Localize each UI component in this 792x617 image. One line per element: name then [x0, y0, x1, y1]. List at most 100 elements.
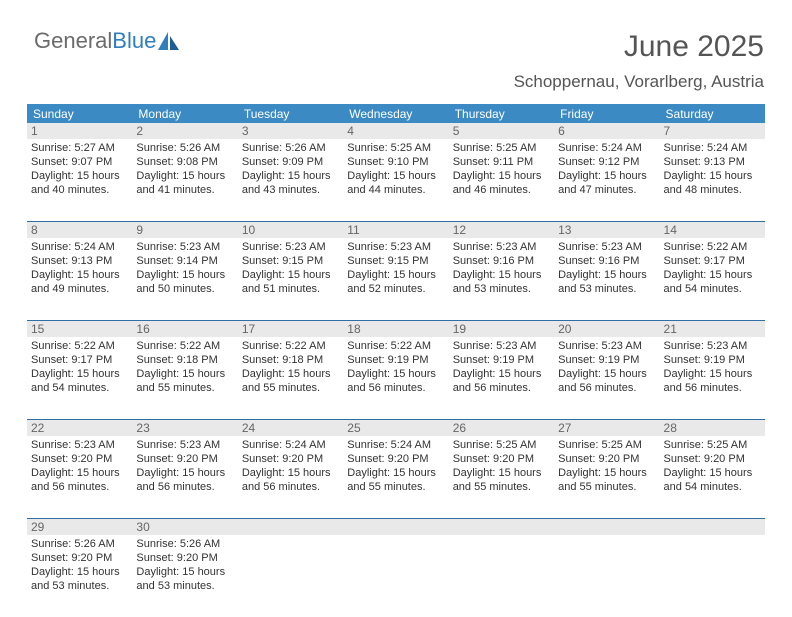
- info-line: Sunrise: 5:23 AM: [453, 240, 550, 254]
- day-number: 28: [660, 420, 765, 436]
- info-line: Sunrise: 5:23 AM: [347, 240, 444, 254]
- info-line: Daylight: 15 hours: [136, 367, 233, 381]
- info-line: Sunrise: 5:23 AM: [136, 438, 233, 452]
- day-number: 14: [660, 222, 765, 238]
- day-cell: Sunrise: 5:24 AMSunset: 9:13 PMDaylight:…: [27, 238, 132, 320]
- info-line: Daylight: 15 hours: [453, 268, 550, 282]
- day-info: Sunrise: 5:23 AMSunset: 9:20 PMDaylight:…: [136, 436, 233, 494]
- day-cell: Sunrise: 5:22 AMSunset: 9:17 PMDaylight:…: [660, 238, 765, 320]
- day-number: 23: [132, 420, 237, 436]
- info-line: Daylight: 15 hours: [347, 466, 444, 480]
- info-line: and 47 minutes.: [558, 183, 655, 197]
- day-number: 16: [132, 321, 237, 337]
- day-info: Sunrise: 5:23 AMSunset: 9:19 PMDaylight:…: [558, 337, 655, 395]
- info-line: and 53 minutes.: [31, 579, 128, 593]
- day-info: Sunrise: 5:25 AMSunset: 9:11 PMDaylight:…: [453, 139, 550, 197]
- info-line: Sunrise: 5:22 AM: [136, 339, 233, 353]
- day-number: 8: [27, 222, 132, 238]
- week-row: Sunrise: 5:23 AMSunset: 9:20 PMDaylight:…: [27, 436, 765, 519]
- info-line: Daylight: 15 hours: [31, 268, 128, 282]
- empty-cell: [660, 535, 765, 617]
- info-line: Daylight: 15 hours: [664, 268, 761, 282]
- logo-first: General: [34, 28, 112, 54]
- location-label: Schoppernau, Vorarlberg, Austria: [514, 72, 764, 92]
- day-info: Sunrise: 5:26 AMSunset: 9:20 PMDaylight:…: [136, 535, 233, 593]
- day-number: 26: [449, 420, 554, 436]
- day-cell: Sunrise: 5:22 AMSunset: 9:19 PMDaylight:…: [343, 337, 448, 419]
- empty-cell: [343, 535, 448, 617]
- day-header: Thursday: [449, 104, 554, 123]
- info-line: Sunset: 9:10 PM: [347, 155, 444, 169]
- day-number: 15: [27, 321, 132, 337]
- info-line: Sunset: 9:19 PM: [347, 353, 444, 367]
- info-line: Sunset: 9:19 PM: [664, 353, 761, 367]
- info-line: and 54 minutes.: [31, 381, 128, 395]
- info-line: Daylight: 15 hours: [136, 466, 233, 480]
- info-line: Daylight: 15 hours: [558, 169, 655, 183]
- day-cell: Sunrise: 5:24 AMSunset: 9:20 PMDaylight:…: [343, 436, 448, 518]
- info-line: Daylight: 15 hours: [347, 367, 444, 381]
- info-line: Sunset: 9:14 PM: [136, 254, 233, 268]
- info-line: and 56 minutes.: [664, 381, 761, 395]
- info-line: and 41 minutes.: [136, 183, 233, 197]
- day-info: Sunrise: 5:25 AMSunset: 9:20 PMDaylight:…: [558, 436, 655, 494]
- info-line: Daylight: 15 hours: [664, 466, 761, 480]
- info-line: and 46 minutes.: [453, 183, 550, 197]
- day-info: Sunrise: 5:24 AMSunset: 9:13 PMDaylight:…: [664, 139, 761, 197]
- info-line: Daylight: 15 hours: [242, 367, 339, 381]
- day-cell: Sunrise: 5:23 AMSunset: 9:14 PMDaylight:…: [132, 238, 237, 320]
- info-line: and 56 minutes.: [242, 480, 339, 494]
- day-number: [449, 519, 554, 535]
- day-cell: Sunrise: 5:25 AMSunset: 9:11 PMDaylight:…: [449, 139, 554, 221]
- info-line: Sunrise: 5:26 AM: [242, 141, 339, 155]
- day-cell: Sunrise: 5:23 AMSunset: 9:16 PMDaylight:…: [554, 238, 659, 320]
- day-info: Sunrise: 5:22 AMSunset: 9:17 PMDaylight:…: [664, 238, 761, 296]
- info-line: Sunset: 9:18 PM: [242, 353, 339, 367]
- day-number: 1: [27, 123, 132, 139]
- info-line: Daylight: 15 hours: [558, 466, 655, 480]
- day-info: Sunrise: 5:23 AMSunset: 9:20 PMDaylight:…: [31, 436, 128, 494]
- info-line: Sunrise: 5:26 AM: [136, 537, 233, 551]
- day-header: Tuesday: [238, 104, 343, 123]
- week-row: Sunrise: 5:24 AMSunset: 9:13 PMDaylight:…: [27, 238, 765, 321]
- day-number: 2: [132, 123, 237, 139]
- week-row: Sunrise: 5:22 AMSunset: 9:17 PMDaylight:…: [27, 337, 765, 420]
- day-number: [343, 519, 448, 535]
- day-cell: Sunrise: 5:25 AMSunset: 9:10 PMDaylight:…: [343, 139, 448, 221]
- day-number: 24: [238, 420, 343, 436]
- day-cell: Sunrise: 5:26 AMSunset: 9:20 PMDaylight:…: [132, 535, 237, 617]
- empty-cell: [238, 535, 343, 617]
- info-line: Daylight: 15 hours: [347, 169, 444, 183]
- day-info: Sunrise: 5:23 AMSunset: 9:16 PMDaylight:…: [558, 238, 655, 296]
- day-cell: Sunrise: 5:25 AMSunset: 9:20 PMDaylight:…: [660, 436, 765, 518]
- info-line: Sunset: 9:20 PM: [347, 452, 444, 466]
- info-line: Sunset: 9:20 PM: [242, 452, 339, 466]
- day-number: 3: [238, 123, 343, 139]
- info-line: Daylight: 15 hours: [664, 169, 761, 183]
- info-line: Sunset: 9:11 PM: [453, 155, 550, 169]
- day-cell: Sunrise: 5:22 AMSunset: 9:18 PMDaylight:…: [132, 337, 237, 419]
- info-line: Sunrise: 5:27 AM: [31, 141, 128, 155]
- day-info: Sunrise: 5:26 AMSunset: 9:20 PMDaylight:…: [31, 535, 128, 593]
- day-number: [554, 519, 659, 535]
- day-info: Sunrise: 5:27 AMSunset: 9:07 PMDaylight:…: [31, 139, 128, 197]
- day-number: 13: [554, 222, 659, 238]
- info-line: and 54 minutes.: [664, 282, 761, 296]
- day-info: Sunrise: 5:22 AMSunset: 9:17 PMDaylight:…: [31, 337, 128, 395]
- day-number: 25: [343, 420, 448, 436]
- day-info: Sunrise: 5:24 AMSunset: 9:20 PMDaylight:…: [347, 436, 444, 494]
- weeks-container: 1234567Sunrise: 5:27 AMSunset: 9:07 PMDa…: [27, 123, 765, 617]
- day-cell: Sunrise: 5:27 AMSunset: 9:07 PMDaylight:…: [27, 139, 132, 221]
- info-line: Sunrise: 5:23 AM: [453, 339, 550, 353]
- info-line: Daylight: 15 hours: [242, 466, 339, 480]
- info-line: and 50 minutes.: [136, 282, 233, 296]
- day-info: Sunrise: 5:24 AMSunset: 9:20 PMDaylight:…: [242, 436, 339, 494]
- day-info: Sunrise: 5:25 AMSunset: 9:10 PMDaylight:…: [347, 139, 444, 197]
- info-line: Sunrise: 5:22 AM: [31, 339, 128, 353]
- daynum-row: 1234567: [27, 123, 765, 139]
- info-line: and 56 minutes.: [347, 381, 444, 395]
- day-info: Sunrise: 5:26 AMSunset: 9:09 PMDaylight:…: [242, 139, 339, 197]
- day-cell: Sunrise: 5:24 AMSunset: 9:20 PMDaylight:…: [238, 436, 343, 518]
- day-cell: Sunrise: 5:24 AMSunset: 9:12 PMDaylight:…: [554, 139, 659, 221]
- info-line: Sunrise: 5:24 AM: [242, 438, 339, 452]
